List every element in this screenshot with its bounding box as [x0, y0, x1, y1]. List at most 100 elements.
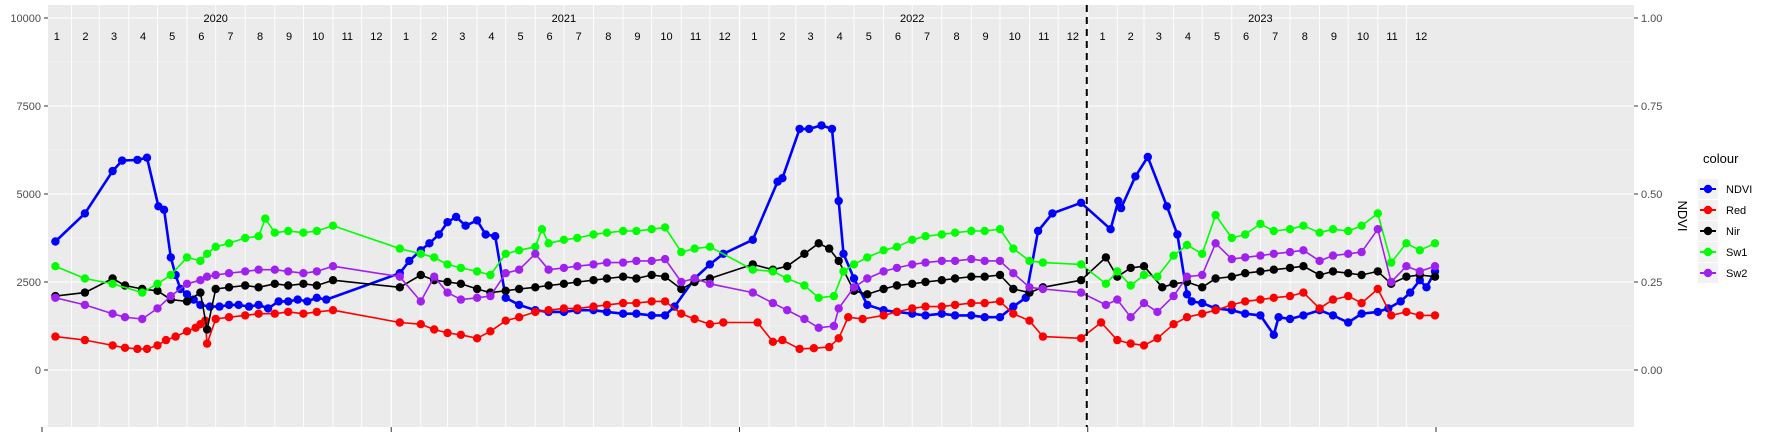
data-point-ndvi: [863, 300, 872, 310]
data-point-red: [284, 307, 293, 317]
data-point-ndvi: [491, 232, 500, 241]
data-point-sw2: [1315, 256, 1324, 266]
month-label: 7: [924, 31, 930, 43]
data-point-nir: [1076, 276, 1086, 285]
data-point-red: [1139, 341, 1149, 350]
data-point-nir: [602, 274, 612, 283]
data-point-nir: [80, 288, 90, 297]
data-point-sw2: [108, 309, 117, 318]
left-axis-tick-label: 0: [35, 365, 41, 377]
data-point-nir: [501, 286, 510, 295]
data-point-ndvi: [632, 309, 641, 318]
data-point-nir: [1328, 267, 1338, 276]
data-point-nir: [1344, 269, 1353, 278]
data-point-red: [967, 298, 976, 308]
data-point-red: [834, 334, 843, 343]
data-point-red: [486, 327, 495, 336]
data-point-sw2: [486, 291, 495, 301]
data-point-red: [809, 344, 819, 353]
data-point-red: [531, 307, 540, 317]
month-label: 4: [140, 31, 146, 43]
data-point-nir: [1299, 262, 1308, 271]
data-point-red: [768, 337, 778, 346]
data-point-red: [677, 309, 686, 318]
data-point-sw2: [632, 256, 641, 266]
data-point-ndvi: [51, 237, 60, 246]
data-point-nir: [559, 279, 569, 288]
data-point-sw1: [677, 247, 686, 257]
data-point-sw1: [892, 242, 902, 251]
data-point-sw1: [748, 265, 757, 274]
data-point-nir: [921, 277, 930, 287]
data-point-ndvi: [274, 297, 283, 306]
data-point-red: [1402, 307, 1411, 317]
month-label: 6: [198, 31, 204, 43]
data-point-nir: [1357, 270, 1366, 280]
data-point-nir: [224, 283, 234, 292]
data-point-ndvi: [501, 293, 510, 302]
data-point-ndvi: [234, 300, 243, 310]
data-point-ndvi: [472, 216, 482, 225]
legend: colour NDVI Red Nir Sw1 Sw2: [1698, 151, 1752, 283]
data-point-nir: [995, 270, 1005, 280]
data-point-red: [937, 302, 946, 311]
data-point-ndvi: [1187, 297, 1196, 306]
data-point-red: [573, 304, 582, 313]
month-label: 3: [111, 31, 117, 43]
data-point-sw1: [602, 228, 612, 237]
data-point-nir: [270, 279, 279, 288]
data-point-red: [153, 341, 162, 350]
data-point-sw1: [51, 262, 60, 271]
data-point-nir: [1430, 272, 1440, 281]
data-point-ndvi: [660, 311, 670, 320]
data-point-red: [825, 342, 834, 352]
data-point-red: [980, 298, 989, 308]
data-point-red: [589, 302, 598, 311]
data-point-sw2: [241, 267, 250, 276]
data-point-sw1: [514, 246, 524, 255]
data-point-sw2: [395, 272, 404, 281]
data-point-sw1: [705, 242, 715, 251]
data-point-sw2: [153, 304, 162, 313]
data-point-sw2: [284, 267, 293, 276]
data-point-red: [299, 309, 308, 318]
data-point-nir: [241, 281, 250, 290]
data-point-ndvi: [1198, 298, 1207, 308]
data-point-red: [719, 318, 728, 327]
data-point-sw1: [879, 246, 888, 255]
data-point-ndvi: [215, 302, 224, 311]
data-point-red: [647, 297, 656, 306]
data-point-ndvi: [244, 302, 254, 311]
data-point-sw1: [1415, 246, 1425, 255]
data-point-red: [328, 306, 338, 315]
data-point-sw2: [1387, 277, 1396, 287]
data-point-sw1: [254, 232, 263, 241]
data-point-nir: [544, 281, 553, 290]
data-point-ndvi: [142, 153, 152, 162]
data-point-sw2: [531, 249, 540, 258]
data-point-red: [879, 311, 888, 320]
data-point-ndvi: [1328, 311, 1338, 320]
data-point-red: [182, 327, 192, 336]
data-point-nir: [937, 276, 946, 285]
data-point-sw2: [1009, 269, 1018, 278]
month-label: 11: [1386, 31, 1397, 43]
data-point-sw1: [1153, 272, 1162, 281]
data-point-nir: [1009, 284, 1018, 294]
data-point-red: [120, 343, 130, 352]
data-point-red: [1198, 309, 1207, 318]
data-point-ndvi: [182, 290, 192, 299]
data-point-ndvi: [839, 249, 848, 258]
data-point-ndvi: [1422, 283, 1431, 292]
data-point-red: [80, 335, 90, 345]
data-point-sw1: [166, 270, 175, 280]
data-point-sw1: [1009, 244, 1018, 253]
data-point-sw2: [660, 254, 670, 264]
series-layer: [51, 121, 1440, 354]
data-point-sw1: [1038, 258, 1048, 267]
month-label: 6: [895, 31, 901, 43]
data-point-sw1: [261, 214, 270, 223]
data-point-red: [559, 304, 569, 313]
data-point-ndvi: [514, 300, 524, 310]
